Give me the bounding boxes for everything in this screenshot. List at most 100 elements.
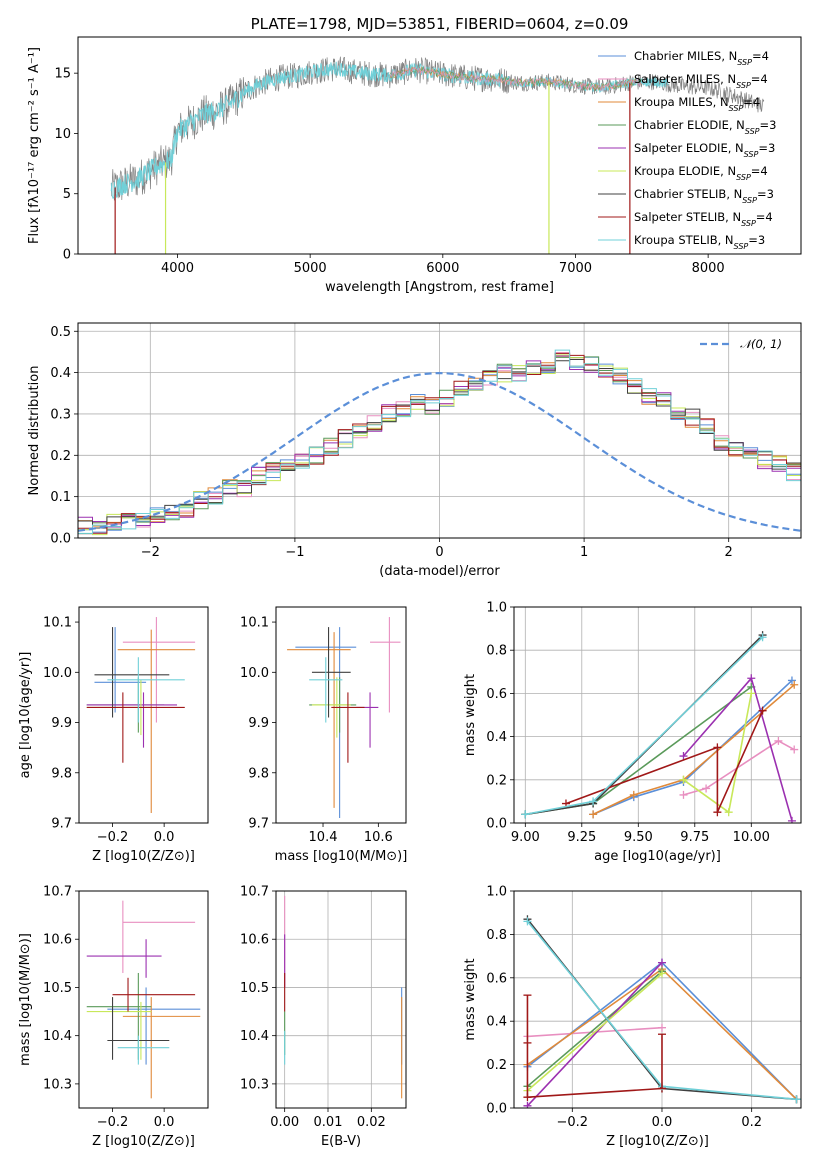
y-axis-label: Flux [fλ10⁻¹⁷ erg cm⁻² s⁻¹ A⁻¹] <box>27 47 42 244</box>
y-tick-label: 0.8 <box>486 928 507 943</box>
data-point-marker <box>758 633 767 642</box>
weight-line <box>592 684 795 816</box>
weight-line <box>683 739 795 796</box>
y-tick-label: 10 <box>54 127 71 142</box>
errorbar-kroupa-stelib <box>117 1035 170 1065</box>
y-tick-label: 0.2 <box>50 449 71 464</box>
x-tick-label: −2 <box>141 545 160 560</box>
data-point-marker <box>523 917 532 926</box>
data-point-marker <box>724 808 733 817</box>
x-axis-label: mass [log10(M/M⊙)] <box>275 849 408 864</box>
errorbar-salpeter-elodie <box>86 939 162 978</box>
y-tick-label: 10.3 <box>240 1077 269 1092</box>
weight-line-salpeter-stelib <box>561 706 767 817</box>
legend-label: Kroupa MILES, NSSP=4 <box>634 95 760 113</box>
histogram-salpeter-stelib <box>78 352 801 534</box>
weight-line-salpeter-miles <box>679 736 799 799</box>
mass_vs_ebv-panel: 0.00 0.01 0.02 10.3 10.4 10.5 10.6 10.7 E(B-V) <box>240 885 407 1149</box>
x-axis-label: (data-model)/error <box>379 564 500 579</box>
y-tick-label: 10.7 <box>240 885 269 900</box>
x-tick-label: 9.00 <box>511 830 540 845</box>
weight-line-kroupa-elodie <box>679 689 756 817</box>
weight-line-kroupa-stelib <box>521 633 767 819</box>
data-point-marker <box>657 958 666 967</box>
weight_vs_age-plot-area <box>521 631 799 823</box>
x-tick-label: 0.0 <box>154 830 175 845</box>
y-tick-label: 9.9 <box>248 716 269 731</box>
x-axis-label: E(B-V) <box>321 1134 361 1149</box>
x-tick-label: 9.75 <box>680 830 709 845</box>
y-tick-label: 0.8 <box>486 644 507 659</box>
y-tick-label: 9.8 <box>248 766 269 781</box>
errorbar-salpeter-miles <box>370 617 401 713</box>
y-tick-label: 10.0 <box>240 666 269 681</box>
data-point-marker <box>792 1095 801 1104</box>
legend-label: Salpeter STELIB, NSSP=4 <box>634 210 773 228</box>
errorbar-chabrier-miles <box>107 987 201 1065</box>
x-tick-label: 5000 <box>294 261 327 276</box>
y-tick-label: 0.6 <box>486 971 507 986</box>
x-tick-label: 0.01 <box>314 1115 343 1130</box>
y-axis-label: Normed distribution <box>27 366 42 496</box>
x-tick-label: 9.25 <box>567 830 596 845</box>
x-tick-label: 0.2 <box>741 1115 762 1130</box>
data-point-marker <box>629 790 638 799</box>
legend-label: 𝒩(0, 1) <box>740 337 782 351</box>
y-tick-label: 0.0 <box>50 532 71 547</box>
y-tick-label: 10.1 <box>240 616 269 631</box>
x-tick-label: −0.2 <box>557 1115 589 1130</box>
errorbar-kroupa-miles <box>117 629 196 813</box>
data-point-marker <box>713 808 722 817</box>
data-point-marker <box>747 674 756 683</box>
histogram-kroupa-miles <box>78 356 801 527</box>
x-tick-label: 10.00 <box>733 830 770 845</box>
model-spectrum-line <box>389 66 642 92</box>
x-tick-label: 0.00 <box>270 1115 299 1130</box>
weight-line <box>526 970 663 1087</box>
legend-label: Chabrier STELIB, NSSP=3 <box>634 187 774 205</box>
age_vs_Z-plot-area <box>86 617 196 813</box>
axes-frame <box>275 606 407 824</box>
errorbar-chabrier-miles <box>94 627 147 713</box>
y-tick-label: 10.5 <box>240 981 269 996</box>
errorbar-salpeter-elodie <box>356 692 379 748</box>
legend-label: Salpeter ELODIE, NSSP=3 <box>634 141 775 159</box>
errorbar-chabrier-stelib <box>311 627 351 718</box>
spectrum-legend: Chabrier MILES, NSSP=4 Salpeter MILES, NS… <box>598 49 776 251</box>
mass_vs_ebv-plot-area <box>284 895 403 1099</box>
weight_vs_Z-plot-area <box>523 915 801 1108</box>
legend-label: Salpeter MILES, NSSP=4 <box>634 72 768 90</box>
x-axis-label: age [log10(age/yr)] <box>594 849 721 864</box>
y-tick-label: 5 <box>63 187 71 202</box>
x-axis-label: Z [log10(Z/Z⊙)] <box>92 849 195 864</box>
y-tick-label: 10.3 <box>43 1077 72 1092</box>
axes-frame <box>513 890 802 1109</box>
x-tick-label: 4000 <box>161 261 194 276</box>
errorbar-chabrier-stelib <box>94 627 170 718</box>
errorbar-kroupa-miles <box>287 632 351 808</box>
errorbar-salpeter-elodie <box>86 692 178 748</box>
data-point-marker <box>790 745 799 754</box>
y-tick-label: 9.7 <box>248 817 269 832</box>
weight-line <box>526 962 663 1107</box>
weight-line <box>525 634 764 816</box>
data-point-marker <box>758 706 767 715</box>
y-tick-label: 0.6 <box>486 687 507 702</box>
y-tick-label: 0.1 <box>50 490 71 505</box>
y-tick-label: 0 <box>63 248 71 263</box>
axes-frame <box>77 36 802 255</box>
y-tick-label: 0.2 <box>486 773 507 788</box>
x-tick-label: 1 <box>580 545 588 560</box>
data-point-marker <box>679 752 688 761</box>
axes-frame <box>78 890 209 1109</box>
errorbar-kroupa-stelib <box>107 657 185 723</box>
y-tick-label: 10.7 <box>43 885 72 900</box>
weight-line-kroupa-elodie <box>523 969 666 1095</box>
data-point-marker <box>774 736 783 745</box>
data-point-marker <box>679 775 688 784</box>
y-tick-label: 1.0 <box>486 885 507 900</box>
model-spectrum-line <box>389 66 642 92</box>
y-axis-label: mass weight <box>463 958 478 1040</box>
data-point-marker <box>790 680 799 689</box>
